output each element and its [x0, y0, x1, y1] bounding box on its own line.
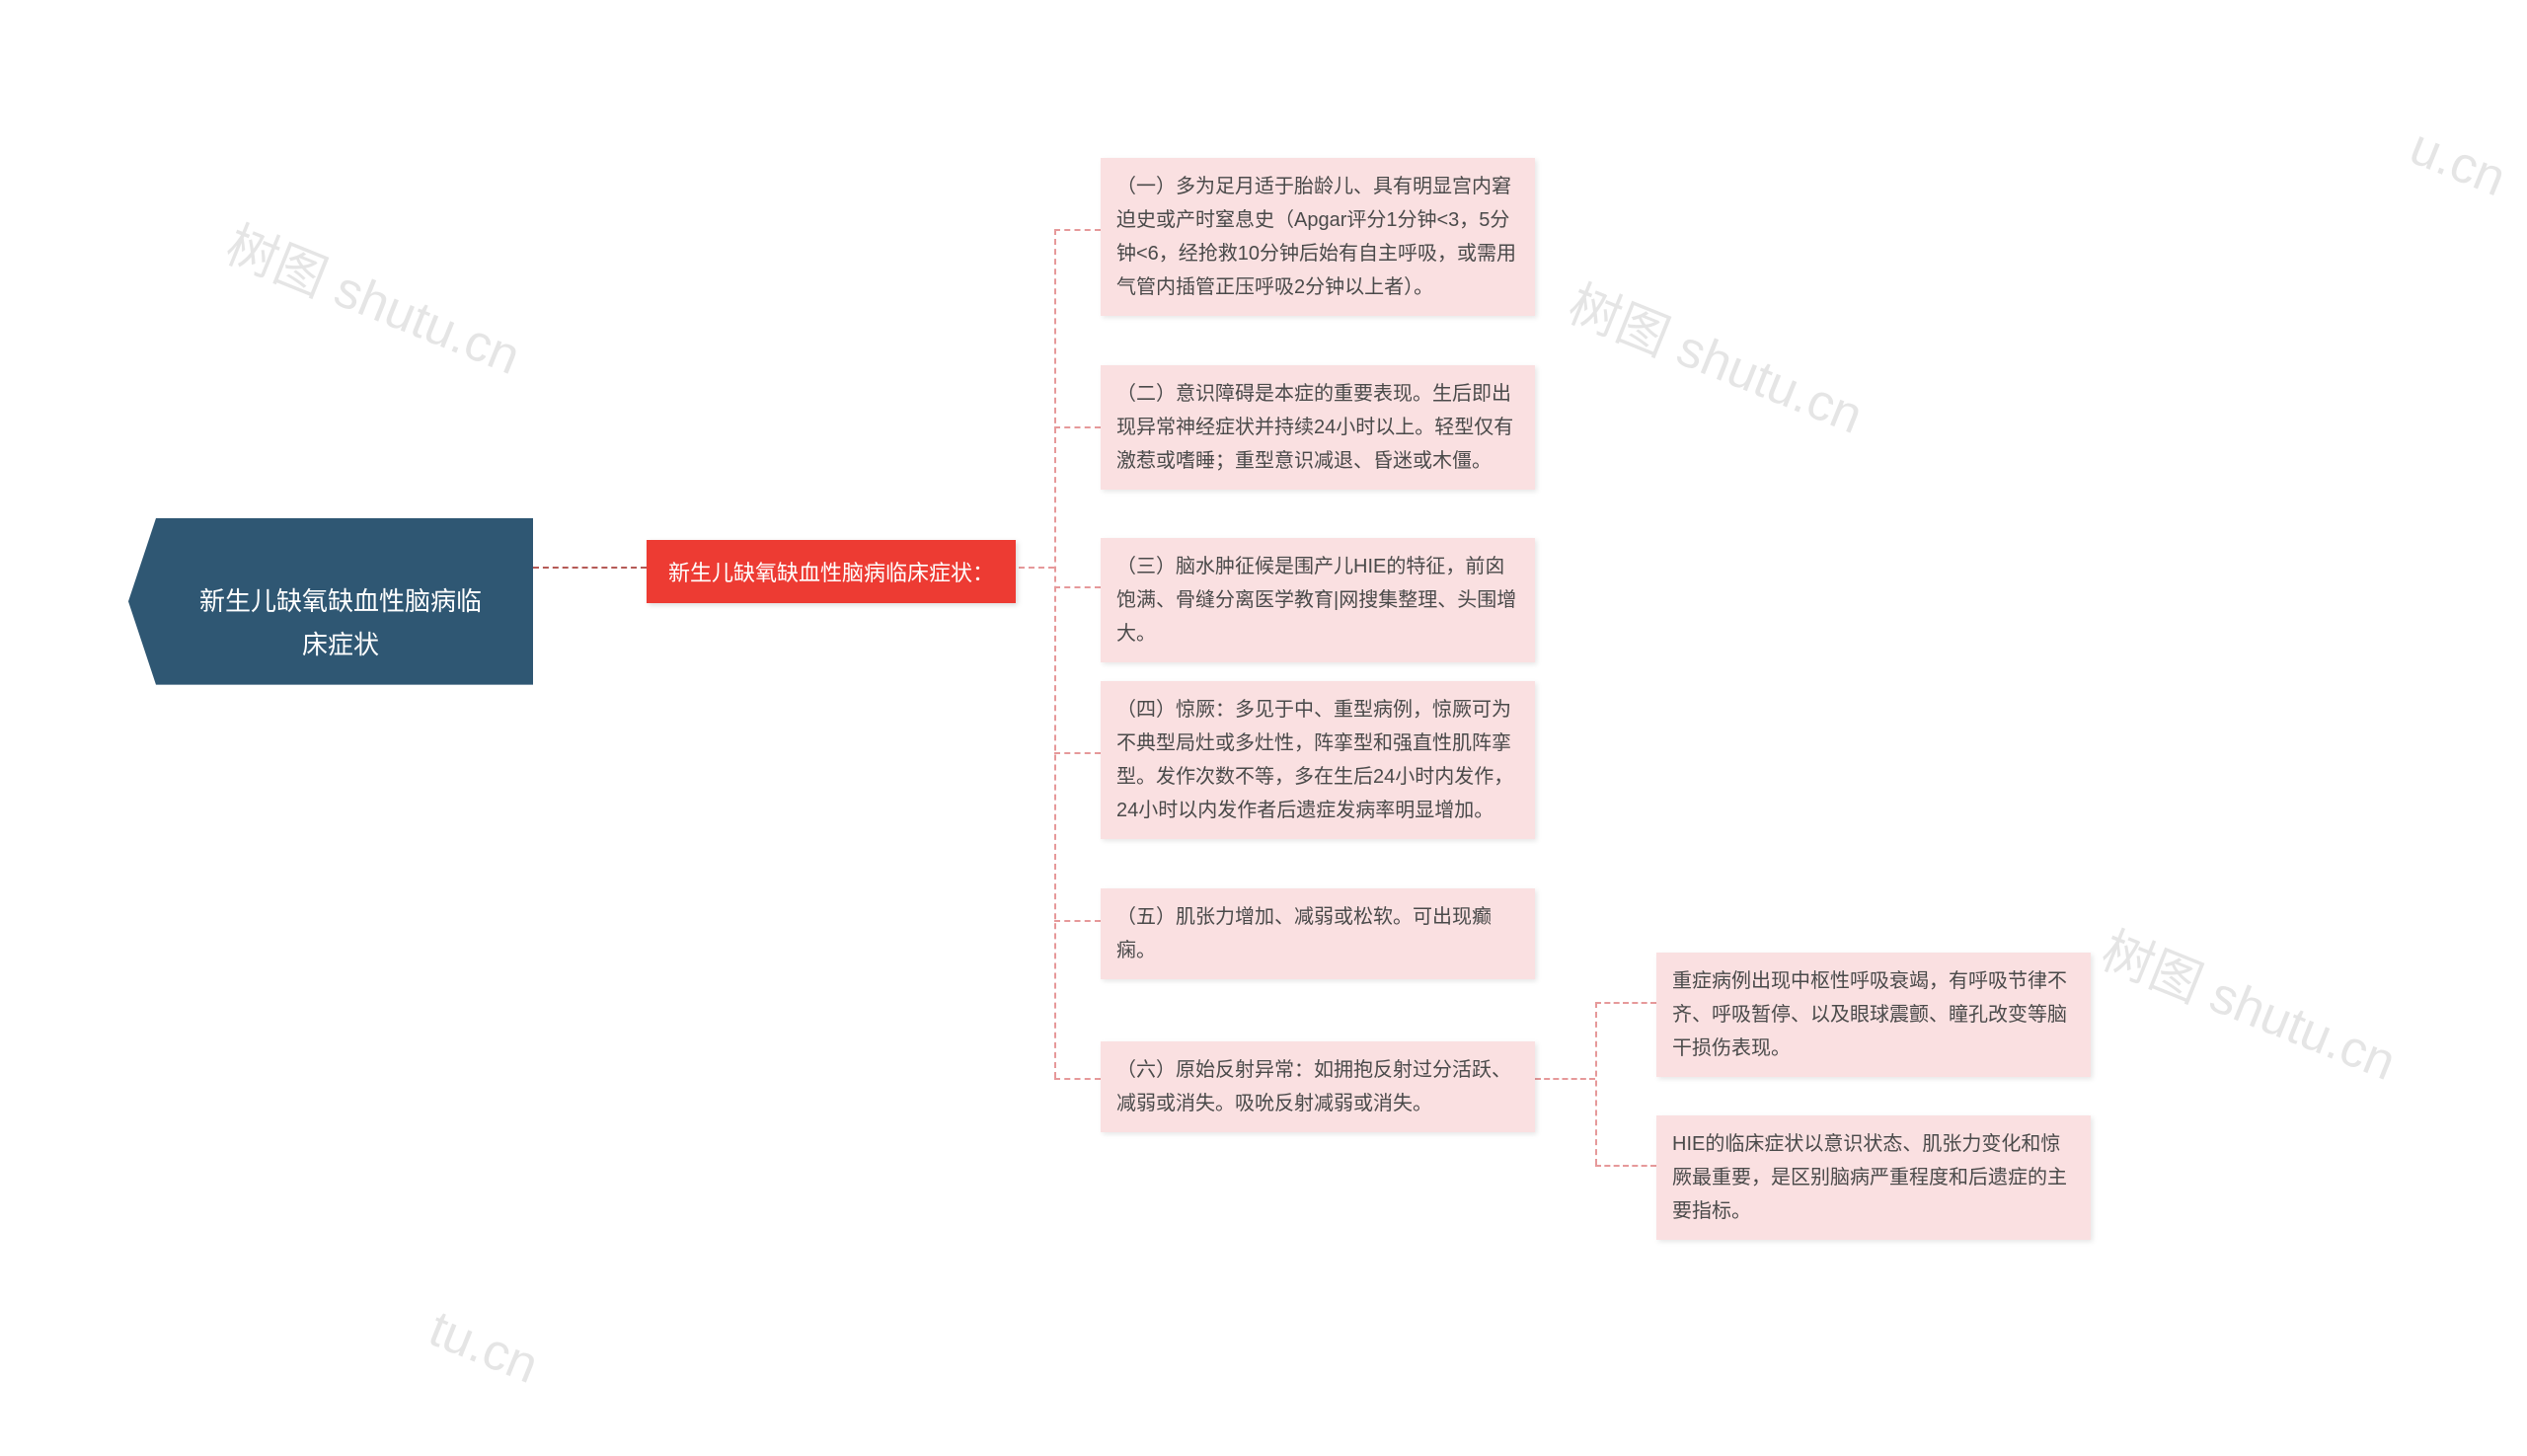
watermark: 树图 shutu.cn — [217, 203, 533, 389]
connector — [1054, 752, 1101, 754]
connector — [1595, 1002, 1656, 1004]
level1-label: 新生儿缺氧缺血性脑病临床症状： — [668, 561, 994, 585]
connector — [1595, 1165, 1656, 1167]
leaf-text: （一）多为足月适于胎龄儿、具有明显宫内窘迫史或产时窒息史（Apgar评分1分钟<… — [1116, 170, 1519, 304]
leaf-text: （六）原始反射异常：如拥抱反射过分活跃、减弱或消失。吸吮反射减弱或消失。 — [1116, 1053, 1519, 1120]
leaf-node-5[interactable]: （五）肌张力增加、减弱或松软。可出现癫痫。 — [1101, 888, 1535, 979]
connector — [1054, 229, 1056, 1078]
connector — [1054, 1078, 1101, 1080]
leaf-text: （四）惊厥：多见于中、重型病例，惊厥可为不典型局灶或多灶性，阵挛型和强直性肌阵挛… — [1116, 693, 1519, 827]
leaf-text: （五）肌张力增加、减弱或松软。可出现癫痫。 — [1116, 900, 1519, 967]
connector — [1054, 920, 1101, 922]
leaf-text: 重症病例出现中枢性呼吸衰竭，有呼吸节律不齐、呼吸暂停、以及眼球震颤、瞳孔改变等脑… — [1672, 964, 2075, 1065]
root-label: 新生儿缺氧缺血性脑病临 床症状 — [199, 586, 482, 659]
watermark: u.cn — [2402, 117, 2514, 208]
watermark: 树图 shutu.cn — [1560, 263, 1876, 448]
leaf-node-1[interactable]: （一）多为足月适于胎龄儿、具有明显宫内窘迫史或产时窒息史（Apgar评分1分钟<… — [1101, 158, 1535, 316]
mindmap-canvas: 树图 shutu.cn 树图 shutu.cn 树图 shutu.cn tu.c… — [0, 0, 2527, 1456]
watermark: 树图 shutu.cn — [2093, 909, 2409, 1095]
connector — [1054, 229, 1101, 231]
leaf-node-4[interactable]: （四）惊厥：多见于中、重型病例，惊厥可为不典型局灶或多灶性，阵挛型和强直性肌阵挛… — [1101, 681, 1535, 839]
subleaf-node-1[interactable]: 重症病例出现中枢性呼吸衰竭，有呼吸节律不齐、呼吸暂停、以及眼球震颤、瞳孔改变等脑… — [1656, 953, 2091, 1077]
leaf-node-6[interactable]: （六）原始反射异常：如拥抱反射过分活跃、减弱或消失。吸吮反射减弱或消失。 — [1101, 1041, 1535, 1132]
leaf-text: （三）脑水肿征候是围产儿HIE的特征，前囟饱满、骨缝分离医学教育|网搜集整理、头… — [1116, 550, 1519, 651]
connector — [1054, 426, 1101, 428]
connector — [1535, 1078, 1595, 1080]
watermark: tu.cn — [421, 1299, 546, 1396]
root-node[interactable]: 新生儿缺氧缺血性脑病临 床症状 — [128, 518, 533, 685]
level1-node[interactable]: 新生儿缺氧缺血性脑病临床症状： — [647, 540, 1016, 603]
leaf-node-2[interactable]: （二）意识障碍是本症的重要表现。生后即出现异常神经症状并持续24小时以上。轻型仅… — [1101, 365, 1535, 490]
leaf-text: （二）意识障碍是本症的重要表现。生后即出现异常神经症状并持续24小时以上。轻型仅… — [1116, 377, 1519, 478]
connector — [1054, 586, 1101, 588]
connector — [533, 567, 647, 569]
leaf-node-3[interactable]: （三）脑水肿征候是围产儿HIE的特征，前囟饱满、骨缝分离医学教育|网搜集整理、头… — [1101, 538, 1535, 662]
subleaf-node-2[interactable]: HIE的临床症状以意识状态、肌张力变化和惊厥最重要，是区别脑病严重程度和后遗症的… — [1656, 1115, 2091, 1240]
connector — [1595, 1002, 1597, 1165]
leaf-text: HIE的临床症状以意识状态、肌张力变化和惊厥最重要，是区别脑病严重程度和后遗症的… — [1672, 1127, 2075, 1228]
